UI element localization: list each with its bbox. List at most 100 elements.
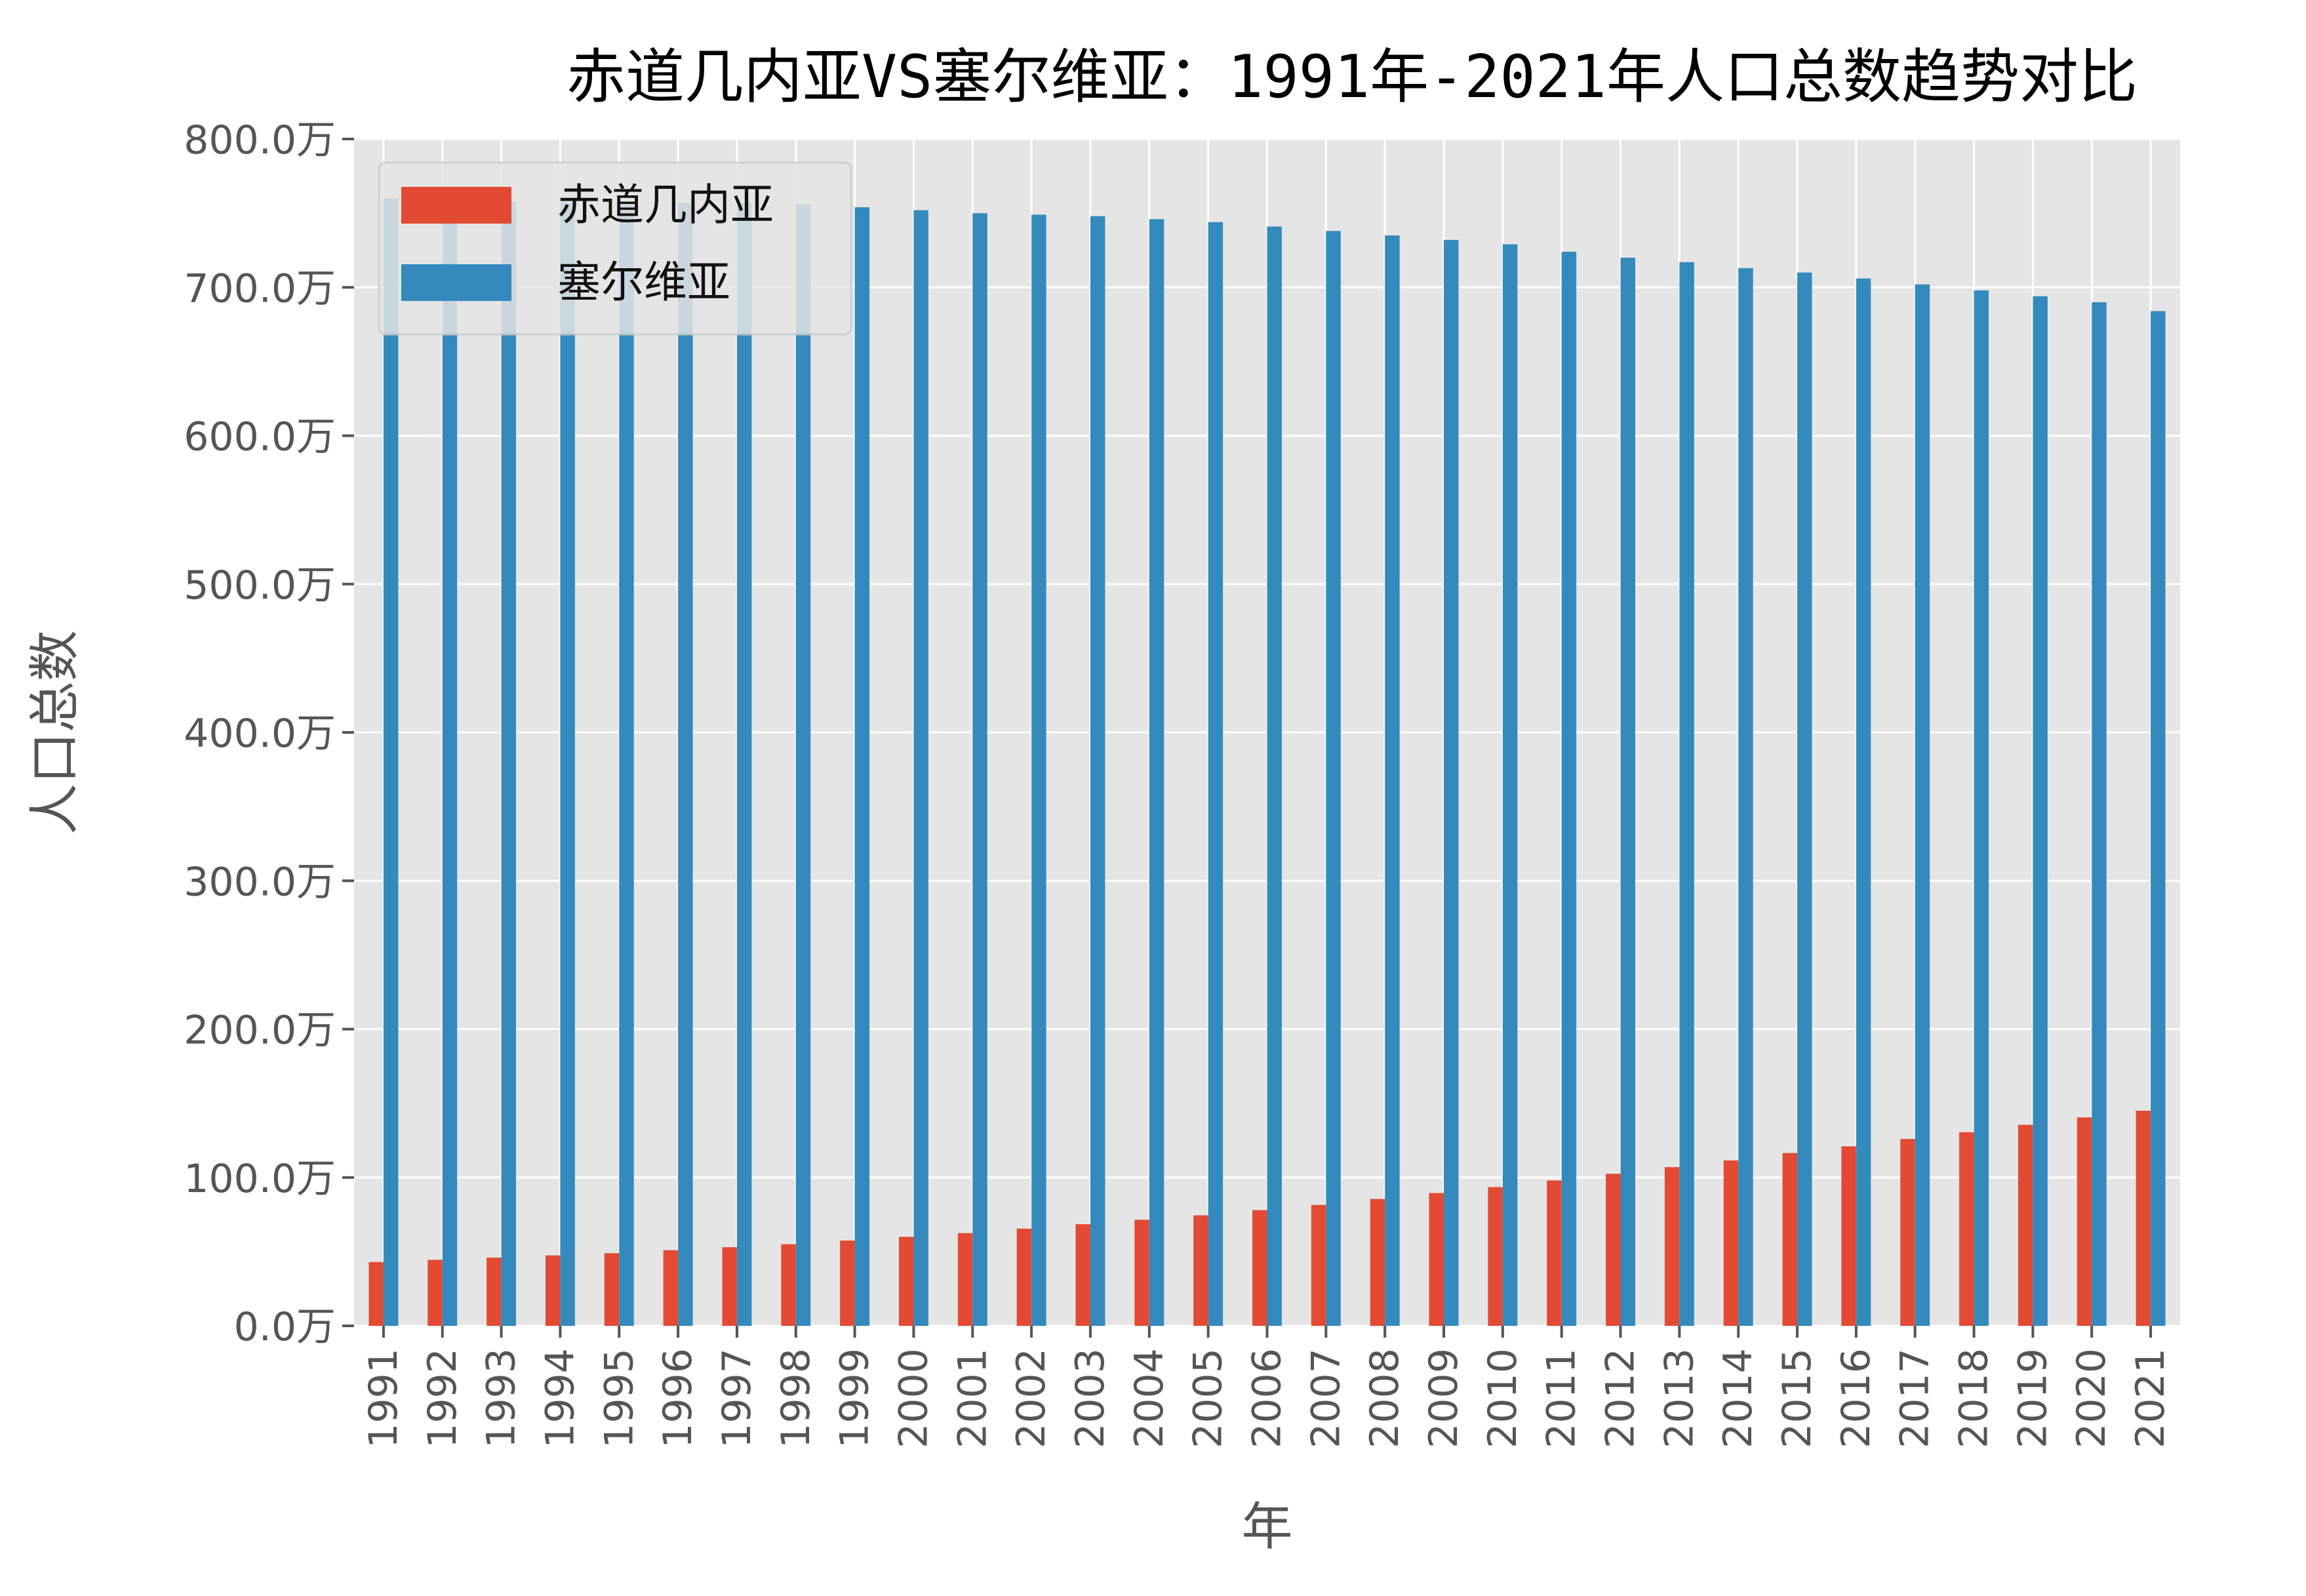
bar-equatorial-guinea-1997 [722,1247,737,1326]
bar-equatorial-guinea-2005 [1193,1215,1208,1326]
x-tick-label: 2019 [2010,1348,2056,1448]
x-axis-label: 年 [1241,1498,1292,1557]
bar-equatorial-guinea-2014 [1723,1160,1739,1326]
chart-title: 赤道几内亚VS塞尔维亚：1991年-2021年人口总数趋势对比 [567,43,2137,111]
bar-serbia-2008 [1385,235,1400,1326]
x-tick-label: 2020 [2069,1348,2115,1448]
bar-equatorial-guinea-2009 [1429,1193,1444,1326]
bar-equatorial-guinea-2012 [1606,1174,1621,1326]
bar-serbia-2005 [1208,222,1223,1327]
bar-equatorial-guinea-2017 [1900,1138,1915,1326]
bar-serbia-2001 [972,213,987,1326]
bar-serbia-1996 [678,203,693,1327]
x-tick-label: 2018 [1951,1348,1997,1448]
y-tick-label: 300.0万 [184,859,336,905]
bar-equatorial-guinea-2020 [2077,1117,2092,1326]
bar-equatorial-guinea-2015 [1782,1153,1798,1326]
legend-label-equatorial-guinea: 赤道几内亚 [557,180,774,230]
bar-equatorial-guinea-2002 [1016,1228,1032,1326]
x-tick-label: 2002 [1008,1348,1054,1448]
x-tick-label: 2004 [1126,1348,1172,1448]
bar-equatorial-guinea-2010 [1488,1187,1503,1326]
bar-serbia-2009 [1444,239,1459,1327]
y-tick-label: 700.0万 [184,266,336,311]
x-tick-label: 2021 [2128,1348,2174,1448]
bar-serbia-2013 [1679,262,1694,1327]
x-tick-label: 2006 [1244,1348,1290,1448]
legend-label-serbia: 塞尔维亚 [557,257,730,308]
x-tick-label: 2017 [1892,1348,1938,1448]
bar-serbia-2000 [913,210,928,1327]
x-tick-label: 2011 [1539,1348,1585,1448]
bar-equatorial-guinea-2013 [1664,1167,1680,1326]
x-tick-label: 1993 [479,1348,525,1448]
bar-equatorial-guinea-2019 [2018,1125,2033,1326]
y-axis-label: 人口总数 [26,630,85,835]
bar-equatorial-guinea-1998 [781,1244,796,1326]
bar-serbia-2016 [1856,278,1871,1326]
bars [368,198,2166,1327]
bar-equatorial-guinea-2011 [1547,1180,1562,1326]
x-tick-label: 2001 [949,1348,995,1448]
bar-equatorial-guinea-2018 [1959,1132,1974,1326]
x-tick-label: 2000 [890,1348,936,1448]
y-tick-label: 800.0万 [184,117,336,163]
bar-equatorial-guinea-1995 [604,1253,620,1326]
bar-serbia-2003 [1090,216,1105,1326]
x-tick-label: 1991 [361,1348,407,1448]
x-tick-label: 2013 [1656,1348,1702,1448]
bar-serbia-2011 [1561,251,1577,1327]
y-tick-label: 100.0万 [184,1156,336,1202]
x-tick-label: 2003 [1067,1348,1113,1448]
bar-serbia-1995 [619,203,634,1327]
bar-equatorial-guinea-1999 [840,1240,855,1326]
y-tick-label: 600.0万 [184,414,336,460]
bar-equatorial-guinea-2006 [1252,1210,1267,1326]
x-tick-label: 1995 [596,1348,642,1448]
legend-swatch-equatorial-guinea [401,187,511,224]
bar-serbia-2017 [1915,284,1930,1327]
bar-equatorial-guinea-2007 [1311,1205,1326,1326]
bar-serbia-1991 [383,198,399,1326]
bar-serbia-1999 [854,207,870,1327]
x-tick-label: 1997 [714,1348,760,1448]
bar-serbia-2010 [1502,244,1518,1327]
y-tick-label: 400.0万 [184,711,336,757]
bar-equatorial-guinea-1993 [487,1257,502,1326]
bar-equatorial-guinea-2016 [1841,1146,1856,1326]
legend-swatch-serbia [401,264,511,301]
bar-equatorial-guinea-1996 [663,1250,679,1326]
bar-serbia-1993 [501,201,517,1326]
x-tick-label: 2012 [1598,1348,1644,1448]
x-tick-label: 1996 [655,1348,701,1448]
bar-serbia-1992 [442,199,458,1327]
bar-serbia-2002 [1031,214,1046,1327]
y-tick-label: 500.0万 [184,563,336,608]
bar-serbia-2018 [1974,290,1989,1326]
bar-serbia-2019 [2033,296,2048,1327]
x-tick-label: 2005 [1185,1348,1231,1448]
x-tick-label: 1999 [832,1348,878,1448]
x-tick-label: 2014 [1715,1348,1761,1448]
bar-serbia-2020 [2092,302,2107,1326]
bar-equatorial-guinea-2008 [1370,1199,1385,1326]
x-tick-label: 2015 [1774,1348,1820,1448]
x-tick-label: 2009 [1421,1348,1467,1448]
bar-serbia-1997 [736,203,752,1327]
x-tick-label: 1998 [773,1348,819,1448]
bar-serbia-2021 [2151,311,2166,1327]
bar-equatorial-guinea-2000 [899,1237,914,1326]
bar-equatorial-guinea-1992 [427,1260,443,1326]
bar-serbia-2006 [1267,226,1282,1326]
x-tick-label: 2008 [1362,1348,1408,1448]
bar-serbia-2014 [1738,268,1753,1326]
x-tick-label: 1992 [420,1348,466,1448]
bar-serbia-2004 [1149,219,1164,1326]
x-tick-label: 2016 [1833,1348,1879,1448]
bar-equatorial-guinea-1994 [545,1255,561,1326]
bar-equatorial-guinea-2004 [1134,1220,1149,1326]
y-tick-label: 200.0万 [184,1008,336,1054]
